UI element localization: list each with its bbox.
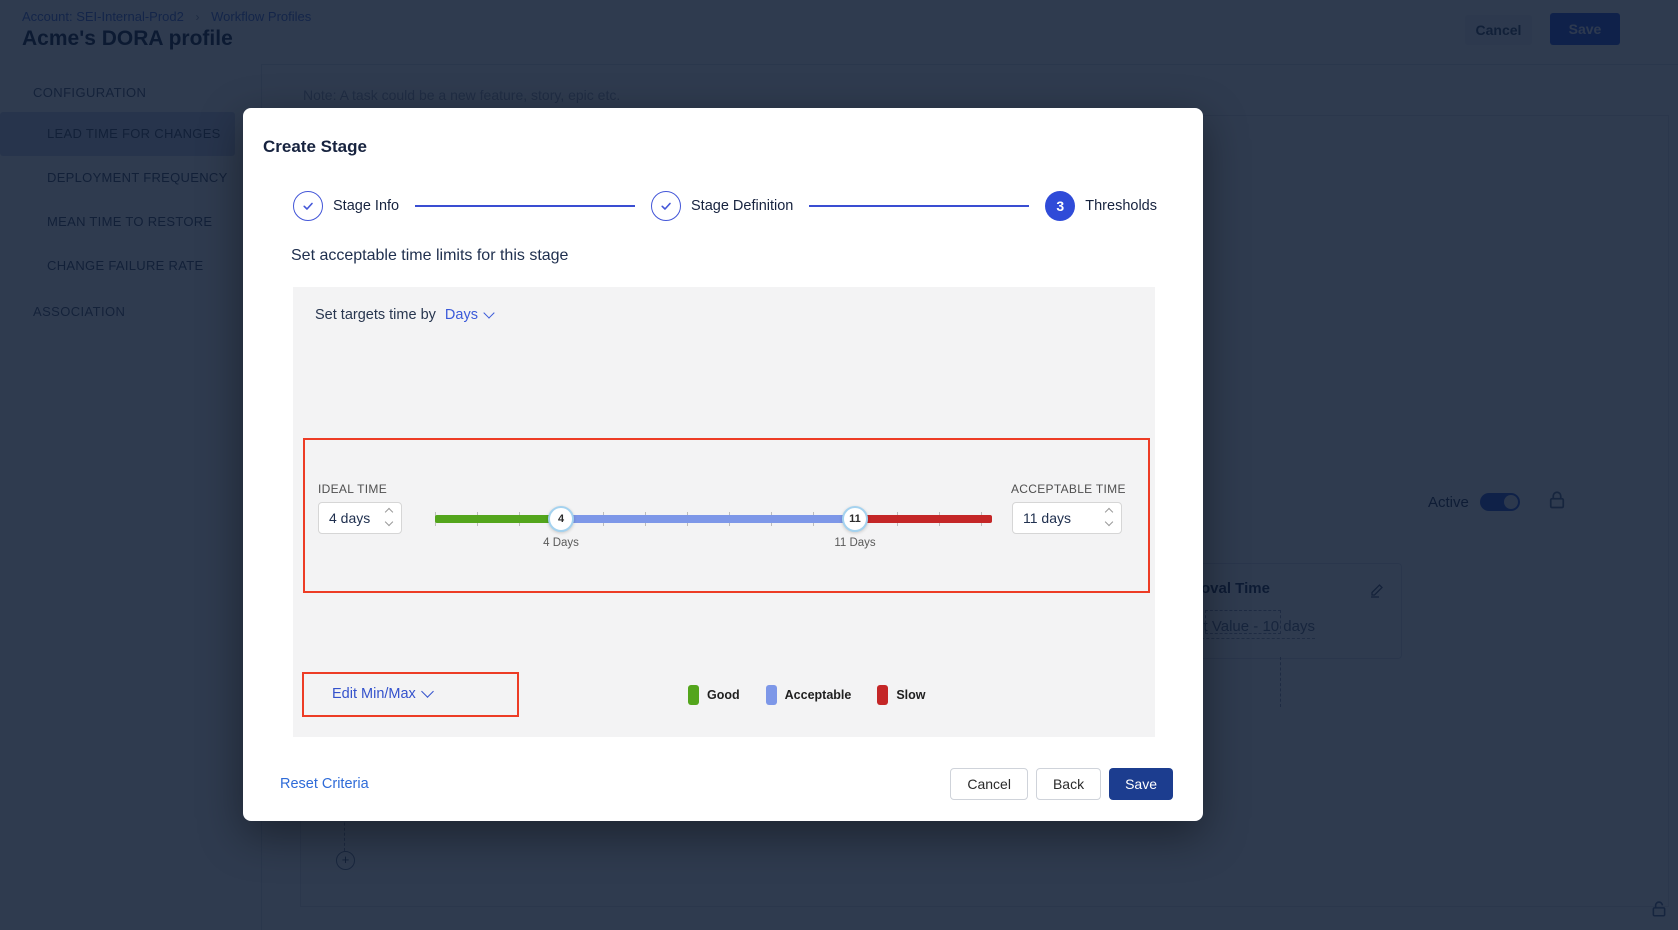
thresholds-panel: Set targets time by Days IDEAL TIME 4 da… <box>293 287 1155 737</box>
step-stage-info[interactable]: Stage Info <box>293 191 399 221</box>
legend-label: Slow <box>896 688 926 702</box>
step-connector <box>809 205 1030 207</box>
step-label: Thresholds <box>1085 198 1157 214</box>
step-current-circle: 3 <box>1045 191 1076 221</box>
slider-legend: Good Acceptable Slow <box>688 685 926 705</box>
slider-handle-lower[interactable]: 4 <box>548 506 574 532</box>
slider-segment-acceptable <box>561 515 855 523</box>
chevron-down-icon <box>483 307 495 319</box>
check-icon <box>661 202 671 210</box>
slider-handle-lower-label: 4 Days <box>543 537 579 549</box>
step-stage-definition[interactable]: Stage Definition <box>651 191 793 221</box>
legend-item-slow: Slow <box>877 685 926 705</box>
slider-handle-upper-label: 11 Days <box>834 537 876 549</box>
set-targets-label: Set targets time by <box>315 307 436 323</box>
step-label: Stage Info <box>333 198 400 214</box>
number-stepper-icons[interactable] <box>1104 507 1114 527</box>
cancel-button[interactable]: Cancel <box>950 768 1028 800</box>
legend-swatch-slow <box>877 685 889 705</box>
modal-footer-buttons: Cancel Back Save <box>950 768 1173 800</box>
slider-segment-good <box>435 515 561 523</box>
threshold-range-slider: 4 11 4 Days 11 Days <box>435 493 992 555</box>
acceptable-time-label: ACCEPTABLE TIME <box>1011 482 1126 496</box>
create-stage-modal: Create Stage Stage Info Stage Definition… <box>243 108 1203 821</box>
acceptable-time-input[interactable]: 11 days <box>1012 502 1122 534</box>
number-stepper-icons[interactable] <box>384 507 394 527</box>
edit-minmax-toggle[interactable]: Edit Min/Max <box>332 674 434 715</box>
ideal-time-input[interactable]: 4 days <box>318 502 402 534</box>
chevron-down-icon <box>420 685 434 698</box>
step-thresholds[interactable]: 3 Thresholds <box>1045 191 1157 221</box>
legend-swatch-acceptable <box>765 685 777 705</box>
annotation-box-thresholds: IDEAL TIME 4 days 4 11 4 Days 11 Days AC… <box>303 438 1150 593</box>
legend-label: Acceptable <box>784 688 852 702</box>
step-complete-circle <box>293 191 323 221</box>
slider-handle-upper[interactable]: 11 <box>842 506 868 532</box>
legend-item-good: Good <box>688 685 740 705</box>
back-button[interactable]: Back <box>1035 768 1102 800</box>
legend-label: Good <box>707 688 740 702</box>
legend-item-acceptable: Acceptable <box>765 685 852 705</box>
slider-segment-slow <box>855 515 992 523</box>
time-unit-dropdown[interactable]: Days <box>445 307 495 323</box>
reset-criteria-link[interactable]: Reset Criteria <box>280 776 369 792</box>
step-complete-circle <box>651 191 681 221</box>
set-targets-row: Set targets time by Days <box>315 307 495 323</box>
stepper: Stage Info Stage Definition 3 Thresholds <box>293 189 1157 223</box>
annotation-box-edit-minmax: Edit Min/Max <box>302 672 519 717</box>
legend-swatch-good <box>688 685 699 705</box>
step-connector <box>415 205 635 207</box>
ideal-time-label: IDEAL TIME <box>318 482 388 496</box>
modal-subtitle: Set acceptable time limits for this stag… <box>291 247 569 264</box>
save-button[interactable]: Save <box>1109 768 1173 800</box>
check-icon <box>303 202 313 210</box>
step-label: Stage Definition <box>691 198 794 214</box>
modal-title: Create Stage <box>263 137 367 156</box>
